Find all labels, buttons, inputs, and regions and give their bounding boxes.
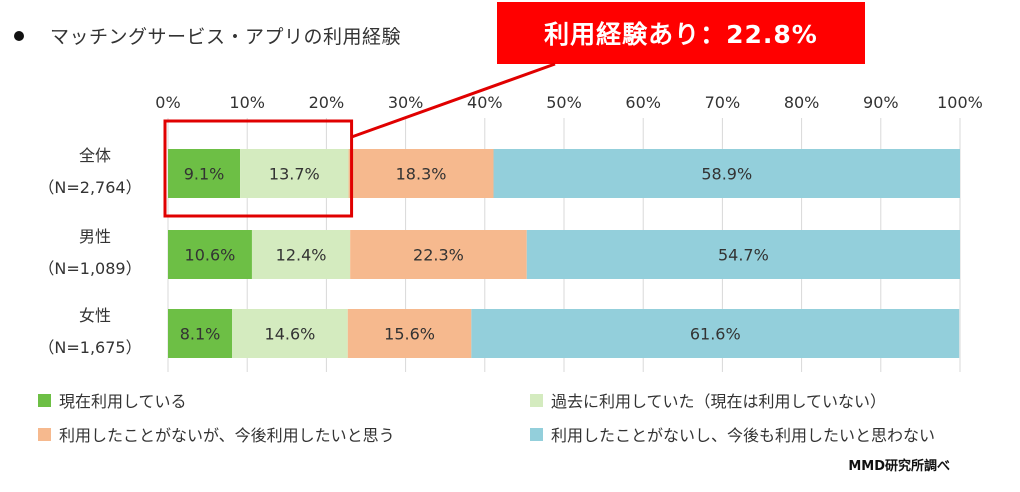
chart-title: マッチングサービス・アプリの利用経験 [50,26,402,48]
bar-value-label: 9.1% [184,165,225,184]
legend-swatch-never-maybe [38,427,51,441]
bar-value-label: 10.6% [185,246,236,265]
legend-label-never-no: 利用したことがないし、今後も利用したいと思わない [551,426,936,445]
x-tick-label: 70% [705,93,741,112]
x-tick-label: 80% [784,93,820,112]
category-sublabel: （N=2,764） [38,178,141,197]
bar-segment [240,149,349,198]
bar-segment [348,149,494,198]
bar-segment [493,149,960,198]
bar-segment [350,230,527,279]
bar-value-label: 58.9% [701,165,752,184]
bar-value-label: 18.3% [396,165,447,184]
bar-segment [347,309,472,358]
bullet-icon [14,30,24,41]
highlight-box [163,119,354,218]
bar-value-label: 8.1% [180,325,221,344]
x-tick-label: 30% [388,93,424,112]
category-sublabel: （N=1,675） [38,338,141,357]
legend-item-never-no: 利用したことがないし、今後も利用したいと思わない [530,422,935,446]
bar-segment [168,149,241,198]
legend-label-past: 過去に利用していた（現在は利用していない） [551,392,887,411]
bar-value-label: 22.3% [413,246,464,265]
legend-swatch-current [38,393,51,407]
bar-segment [471,309,960,358]
category-label: 女性 [79,306,111,325]
legend-label-never-maybe: 利用したことがないが、今後利用したいと思う [59,426,395,445]
legend-item-current: 現在利用している [38,388,187,412]
bar-value-label: 15.6% [384,325,435,344]
category-sublabel: （N=1,089） [38,259,141,278]
bar-segment [168,230,252,279]
legend-label-current: 現在利用している [59,392,187,411]
x-tick-label: 10% [229,93,265,112]
x-tick-label: 20% [309,93,345,112]
category-label: 男性 [79,227,111,246]
legend-item-never-maybe: 利用したことがないが、今後利用したいと思う [38,422,395,446]
bar-value-label: 54.7% [718,246,769,265]
x-tick-label: 50% [546,93,582,112]
legend-item-past: 過去に利用していた（現在は利用していない） [530,388,886,412]
bar-segment [526,230,960,279]
bar-value-label: 13.7% [269,165,320,184]
bar-value-label: 14.6% [265,325,316,344]
chart-title-wrap: マッチングサービス・アプリの利用経験 [14,22,401,49]
callout-connector [351,62,556,139]
x-tick-label: 40% [467,93,503,112]
x-tick-label: 60% [625,93,661,112]
legend-swatch-never-no [530,427,543,441]
bar-value-label: 61.6% [690,325,741,344]
bar-segment [251,230,351,279]
source-note: MMD研究所調べ [848,459,950,474]
bar-segment [168,309,233,358]
callout-box: 利用経験あり：22.8% [497,2,865,64]
category-label: 全体 [79,146,111,165]
bar-segment [232,309,348,358]
legend-swatch-past [530,393,543,407]
bar-value-label: 12.4% [276,246,327,265]
x-tick-label: 0% [155,93,180,112]
x-tick-label: 100% [937,93,983,112]
x-tick-label: 90% [863,93,899,112]
